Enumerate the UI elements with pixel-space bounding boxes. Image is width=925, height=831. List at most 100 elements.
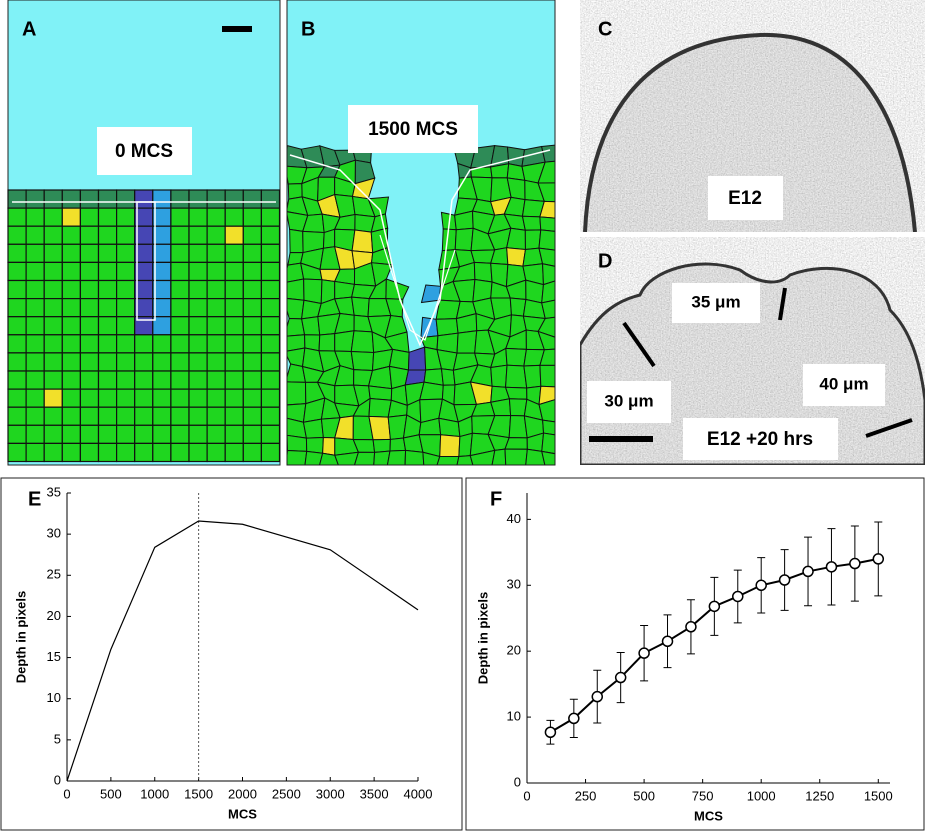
cell: [559, 626, 577, 640]
cell: [305, 501, 320, 522]
cell: [504, 386, 528, 400]
cell: [206, 207, 226, 227]
data-point: [802, 565, 814, 578]
cell: [558, 416, 578, 436]
cell: [224, 261, 244, 282]
cell: [115, 406, 136, 426]
cell: [406, 572, 422, 592]
cell: [300, 518, 319, 542]
cell: [304, 450, 324, 465]
tissue-outline: [583, 32, 917, 232]
cell-grid: [7, 189, 281, 463]
data-point: [755, 579, 767, 592]
cell: [302, 621, 323, 643]
caption: 1500 MCS: [368, 119, 458, 140]
cell: [437, 500, 460, 517]
cell: [307, 485, 321, 507]
caption-box: [97, 127, 192, 175]
cell: [115, 279, 136, 300]
cell: [25, 225, 45, 245]
x-tick-label: 3000: [316, 786, 345, 801]
caption: 0 MCS: [115, 141, 173, 162]
y-tick-label: 30: [47, 526, 61, 541]
cell: [206, 424, 226, 444]
cell: [25, 424, 45, 444]
cell: [526, 607, 545, 624]
cell: [188, 261, 208, 282]
cell: [170, 406, 190, 426]
cell: [406, 589, 424, 609]
panel-label: B: [301, 18, 315, 40]
cell: [556, 484, 580, 504]
measure-line: [865, 418, 913, 438]
y-tick-label: 5: [54, 731, 61, 746]
cell: [436, 621, 455, 644]
cell: [206, 352, 226, 372]
cell: [538, 385, 555, 406]
cell: [25, 442, 45, 463]
cell: [79, 442, 100, 463]
cell: [419, 505, 441, 520]
cell: [260, 334, 281, 354]
cell: [43, 406, 63, 426]
cell: [321, 624, 341, 642]
cell: [287, 278, 305, 301]
cell: [323, 569, 340, 587]
cell: [188, 298, 208, 318]
cell: [505, 347, 527, 367]
cell: [43, 424, 63, 444]
cell: [170, 442, 190, 463]
cell: [537, 330, 555, 351]
cell: [475, 519, 494, 539]
cell: [288, 486, 307, 507]
cell: [537, 316, 555, 338]
cell: [324, 586, 335, 603]
cell: [97, 298, 118, 318]
cell: [335, 470, 353, 490]
cell: [43, 298, 63, 318]
cell: [224, 352, 244, 372]
label-box: [587, 381, 671, 423]
cell: [242, 370, 263, 390]
panel-d: 35 μm 30 μm 40 μm E12 +20 hrs D: [580, 237, 925, 465]
cell: [97, 279, 118, 300]
cell: [541, 280, 555, 304]
cell: [454, 517, 476, 540]
cell: [242, 388, 263, 408]
cell: [303, 278, 323, 305]
data-point: [614, 671, 627, 684]
cell: [7, 298, 27, 318]
cell: [170, 261, 190, 282]
cell: [539, 348, 555, 366]
cell: [554, 280, 555, 291]
x-tick-label: 500: [633, 788, 655, 803]
cell: [421, 572, 441, 592]
x-tick-label: 1500: [864, 788, 893, 803]
cell: [404, 619, 425, 642]
cell: [541, 450, 555, 465]
cell: [188, 189, 208, 209]
cell: [352, 585, 372, 607]
cell: [242, 207, 263, 227]
cell: [285, 470, 307, 489]
x-tick-label: 500: [100, 786, 122, 801]
cell: [477, 568, 492, 587]
cell: [457, 569, 478, 592]
cell: [287, 504, 308, 524]
cell: [541, 432, 555, 455]
cell: [473, 261, 493, 283]
cell: [538, 485, 557, 506]
cell: [115, 424, 136, 444]
cell: [419, 381, 444, 401]
cell: [542, 263, 555, 286]
cell: [538, 623, 563, 640]
data-point: [544, 726, 557, 738]
data-point: [638, 647, 650, 659]
cell: [115, 316, 136, 336]
cell: [224, 225, 244, 245]
panel-c: E12 C: [580, 0, 925, 232]
x-tick-label: 250: [575, 788, 597, 803]
panel-a: 0 MCS A: [7, 0, 281, 466]
cell: [283, 570, 306, 589]
cell: [424, 624, 438, 640]
